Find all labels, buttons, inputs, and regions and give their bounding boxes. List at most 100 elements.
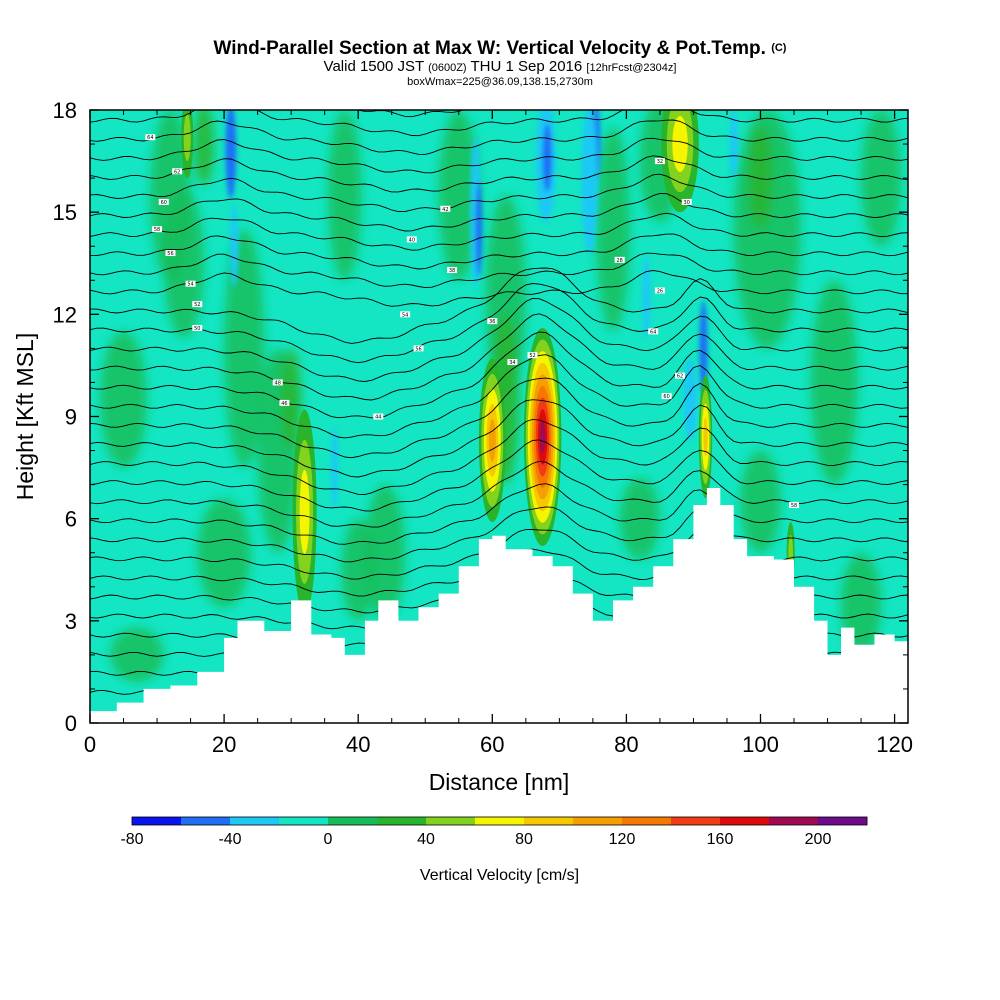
copyright-mark: (C) <box>771 42 787 54</box>
chart-box-info: boxWmax=225@36.09,138.15,2730m <box>407 76 593 88</box>
colorbar: -80 -40 0 40 80 120 160 200 Vertical Velocity [c… <box>120 816 868 884</box>
isentrope <box>90 173 908 213</box>
contour-label: 46 <box>281 401 287 407</box>
colorbar-tick-label: 0 <box>324 831 333 848</box>
contour-label: 34 <box>509 360 515 366</box>
streak <box>740 450 781 553</box>
y-tick-label: 9 <box>65 405 77 430</box>
downdraft-cell <box>542 123 552 192</box>
x-axis-title: Distance [nm] <box>429 769 570 795</box>
contour-label-bg <box>440 205 451 212</box>
contour-label: 60 <box>663 394 669 400</box>
contour-label: 38 <box>449 268 455 274</box>
contour-label: 52 <box>529 353 535 359</box>
contour-label: 58 <box>154 227 160 233</box>
contour-label: 26 <box>657 288 663 294</box>
contour-label-bg <box>192 301 203 308</box>
contour-label: 56 <box>415 346 421 352</box>
isentrope <box>90 137 908 174</box>
contour-label: 58 <box>791 503 797 509</box>
colorbar-swatch <box>426 817 476 825</box>
x-tick-label: 120 <box>876 732 913 757</box>
contour-label: 62 <box>677 374 683 380</box>
streak <box>438 110 479 281</box>
contour-label: 54 <box>187 282 193 288</box>
colorbar-tick-label: 40 <box>417 831 435 848</box>
colorbar-swatch <box>230 817 280 825</box>
contour-label-bg <box>681 198 692 205</box>
updraft-contour <box>183 113 191 162</box>
contour-label: 42 <box>442 207 448 213</box>
contour-label-bg <box>145 134 156 141</box>
contour-label-bg <box>279 399 290 406</box>
isentrope <box>90 506 908 563</box>
contour-label-bg <box>654 158 665 165</box>
streak <box>748 127 773 230</box>
contour-label: 50 <box>194 326 200 332</box>
contour-label-bg <box>614 256 625 263</box>
updraft-core-92nm <box>698 375 713 499</box>
y-tick-label: 15 <box>53 200 77 225</box>
isentrope <box>90 283 908 364</box>
contour-label: 36 <box>489 319 495 325</box>
colorbar-tick-label: -40 <box>218 831 241 848</box>
contour-label-bg <box>152 226 163 233</box>
isentrope <box>90 313 908 401</box>
colorbar-swatch <box>769 817 819 825</box>
updraft-contour <box>672 116 688 173</box>
contour-label: 60 <box>161 200 167 206</box>
isentrope <box>90 233 908 270</box>
colorbar-tick-label: 80 <box>515 831 533 848</box>
contour-label-bg <box>400 311 411 318</box>
y-tick-label: 3 <box>65 609 77 634</box>
isentrope <box>90 483 908 545</box>
colorbar-swatch <box>524 817 574 825</box>
contour-label: 28 <box>617 258 623 264</box>
streak <box>193 110 215 185</box>
isentrope <box>90 267 908 344</box>
colorbar-swatch <box>377 817 427 825</box>
updraft-contour <box>539 420 546 454</box>
contour-label-bg <box>165 250 176 257</box>
chart-subtitle: Valid 1500 JST (0600Z) THU 1 Sep 2016 [1… <box>323 58 677 75</box>
contour-label: 52 <box>194 302 200 308</box>
updraft-upper-88nm <box>661 110 699 213</box>
colorbar-swatch <box>328 817 378 825</box>
colorbar-swatch <box>818 817 868 825</box>
isentrope <box>90 270 908 307</box>
contour-label: 64 <box>147 135 153 141</box>
colorbar-tick-label: 160 <box>707 831 734 848</box>
x-tick-label: 60 <box>480 732 504 757</box>
updraft-contour <box>299 469 310 554</box>
streak <box>110 627 164 683</box>
streak <box>163 188 204 339</box>
streak <box>197 498 251 608</box>
contour-label-bg <box>406 236 417 243</box>
contour-label: 40 <box>409 237 415 243</box>
colorbar-swatch <box>573 817 623 825</box>
downdraft-cell <box>683 358 697 441</box>
contour-label-bg <box>272 379 283 386</box>
contour-label-bg <box>648 328 659 335</box>
isentrope <box>90 377 908 459</box>
isentrope <box>90 298 908 382</box>
isentrope <box>90 119 908 155</box>
streak <box>861 110 902 247</box>
streak <box>341 518 375 621</box>
x-tick-label: 100 <box>742 732 779 757</box>
contour-label-bg <box>675 372 686 379</box>
contour-label-bg <box>447 267 458 274</box>
x-tick-label: 20 <box>212 732 236 757</box>
plot-area: 64 62 60 58 56 54 52 50 48 46 44 42 40 38 36 34 32 30 28 26… <box>90 110 908 723</box>
colorbar-tick-label: 200 <box>805 831 832 848</box>
isentrope <box>90 252 908 289</box>
y-tick-label: 12 <box>53 302 77 327</box>
contour-label-bg <box>527 352 538 359</box>
updraft-contour <box>703 417 708 457</box>
downdraft-cell <box>581 110 598 254</box>
contour-label-bg <box>507 359 518 366</box>
isentrope <box>90 399 908 478</box>
updraft-upper-14nm <box>181 110 194 179</box>
